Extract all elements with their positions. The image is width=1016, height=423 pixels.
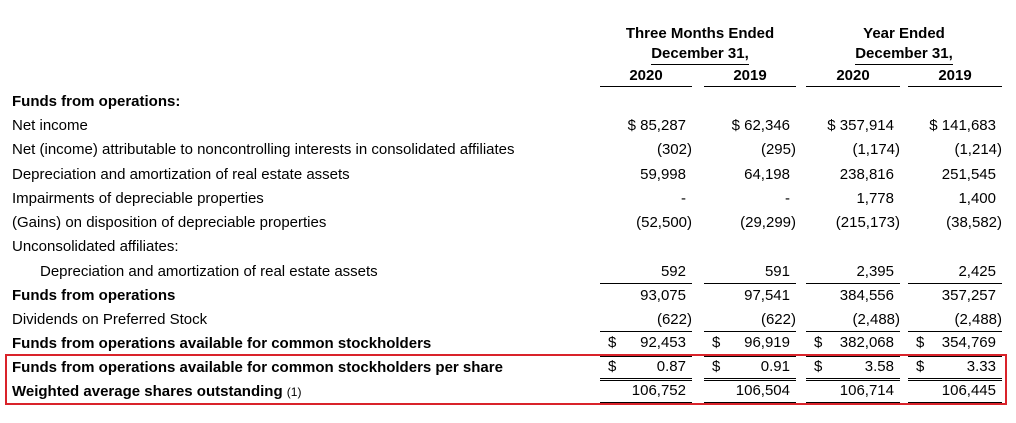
cell-dividends-y2019: (2,488)	[908, 309, 1002, 332]
cell-dividends-y2020: (2,488)	[806, 309, 900, 332]
cell-dividends-q2019: (622)	[704, 309, 796, 332]
row-label-unconsolidated: Unconsolidated affiliates:	[12, 238, 179, 255]
cell-ffo-per-share-y2020: $3.58	[806, 356, 900, 381]
cell-nci-y2020: (1,174)	[852, 141, 900, 158]
row-label-unconsolidated-depreciation: Depreciation and amortization of real es…	[40, 263, 378, 280]
cell-dividends-q2020: (622)	[600, 309, 692, 332]
cell-depreciation-y2020: 238,816	[839, 166, 894, 183]
row-label-ffo-common: Funds from operations available for comm…	[12, 335, 432, 352]
cell-uncons-dep-y2020: 2,395	[806, 261, 900, 284]
cell-gains-y2020: (215,173)	[835, 214, 900, 231]
row-label-ffo-per-share: Funds from operations available for comm…	[12, 359, 503, 376]
footnote-ref: (1)	[286, 385, 302, 399]
cell-ffo-per-share-q2020: $0.87	[600, 356, 692, 381]
header-year-ended-line2: December 31,	[855, 44, 953, 65]
cell-net-income-y2019: $ 141,683	[929, 117, 996, 134]
cell-net-income-q2020: $ 85,287	[627, 117, 686, 134]
highlight-box	[5, 354, 1007, 405]
cell-uncons-dep-y2019: 2,425	[908, 261, 1002, 284]
cell-nci-q2020: (302)	[656, 141, 692, 158]
cell-depreciation-y2019: 251,545	[941, 166, 996, 183]
cell-ffo-per-share-q2019: $0.91	[704, 356, 796, 381]
cell-ffo-y2020: 384,556	[839, 287, 894, 304]
cell-gains-q2020: (52,500)	[636, 214, 692, 231]
cell-impairments-y2020: 1,778	[856, 190, 894, 207]
row-label-weighted-shares: Weighted average shares outstanding (1)	[12, 381, 301, 403]
cell-ffo-y2019: 357,257	[941, 287, 996, 304]
cell-net-income-q2019: $ 62,346	[731, 117, 790, 134]
cell-uncons-dep-q2019: 591	[704, 261, 796, 284]
cell-impairments-q2019: -	[785, 190, 790, 207]
cell-nci-y2019: (1,214)	[954, 141, 1002, 158]
cell-depreciation-q2020: 59,998	[640, 166, 686, 183]
row-label-nci: Net (income) attributable to noncontroll…	[12, 141, 515, 158]
header-three-months: Three Months Ended December 31,	[602, 24, 798, 65]
cell-ffo-per-share-y2019: $3.33	[908, 356, 1002, 381]
year-col-4: 2019	[938, 67, 972, 84]
row-label-net-income: Net income	[12, 117, 88, 134]
year-col-2: 2019	[733, 67, 767, 84]
cell-net-income-y2020: $ 357,914	[827, 117, 894, 134]
year-underline-4	[908, 86, 1002, 87]
row-label-dividends: Dividends on Preferred Stock	[12, 311, 208, 328]
header-three-months-line1: Three Months Ended	[625, 25, 775, 42]
cell-ffo-q2020: 93,075	[640, 287, 686, 304]
cell-depreciation-q2019: 64,198	[744, 166, 790, 183]
cell-ffo-q2019: 97,541	[744, 287, 790, 304]
header-year-ended: Year Ended December 31,	[806, 24, 1002, 65]
cell-gains-y2019: (38,582)	[946, 214, 1002, 231]
row-label-ffo: Funds from operations	[12, 287, 176, 304]
cell-impairments-q2020: -	[681, 190, 686, 207]
year-underline-3	[806, 86, 900, 87]
row-label-gains: (Gains) on disposition of depreciable pr…	[12, 214, 327, 231]
header-year-ended-line1: Year Ended	[863, 25, 945, 42]
cell-nci-q2019: (295)	[760, 141, 796, 158]
row-label-ffo-heading: Funds from operations:	[12, 93, 181, 110]
cell-gains-q2019: (29,299)	[740, 214, 796, 231]
year-col-3: 2020	[836, 67, 870, 84]
row-label-impairments: Impairments of depreciable properties	[12, 190, 264, 207]
year-col-1: 2020	[629, 67, 663, 84]
weighted-shares-text: Weighted average shares outstanding	[12, 383, 283, 400]
cell-impairments-y2019: 1,400	[958, 190, 996, 207]
row-label-depreciation: Depreciation and amortization of real es…	[12, 166, 350, 183]
year-underline-2	[704, 86, 796, 87]
header-three-months-line2: December 31,	[651, 44, 749, 65]
cell-uncons-dep-q2020: 592	[600, 261, 692, 284]
year-underline-1	[600, 86, 692, 87]
